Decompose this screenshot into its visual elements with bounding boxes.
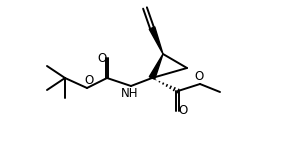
Polygon shape [149,27,163,54]
Text: O: O [178,105,188,118]
Polygon shape [149,54,163,79]
Text: NH: NH [121,86,139,99]
Text: O: O [194,70,204,83]
Text: O: O [84,74,94,86]
Text: O: O [97,51,106,65]
